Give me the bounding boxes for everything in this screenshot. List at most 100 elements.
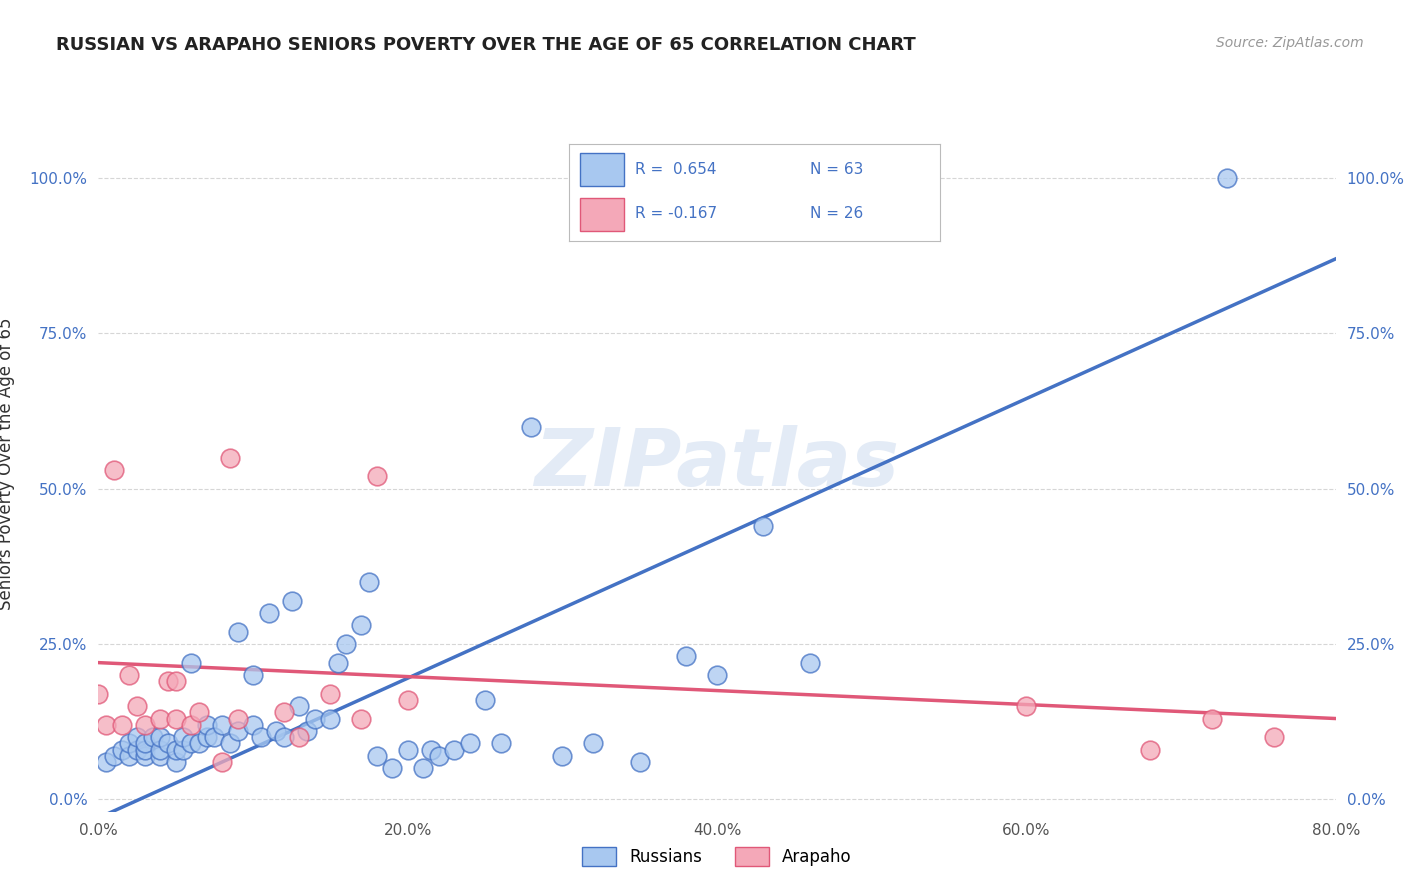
Point	[111, 742, 134, 756]
Point	[180, 717, 202, 731]
Point	[149, 712, 172, 726]
Point	[226, 624, 249, 639]
Point	[204, 730, 226, 744]
Point	[297, 723, 319, 738]
Point	[799, 656, 821, 670]
Point	[165, 712, 187, 726]
Point	[157, 736, 180, 750]
Point	[250, 730, 273, 744]
Point	[273, 730, 295, 744]
Point	[127, 699, 149, 714]
Point	[149, 730, 172, 744]
Point	[127, 742, 149, 756]
Point	[242, 668, 264, 682]
Point	[412, 761, 434, 775]
Point	[335, 637, 357, 651]
Point	[134, 748, 156, 763]
Text: R = -0.167: R = -0.167	[636, 206, 717, 221]
Point	[1216, 171, 1239, 186]
Point	[173, 730, 195, 744]
Point	[226, 723, 249, 738]
Point	[118, 668, 141, 682]
Point	[1015, 699, 1038, 714]
Point	[350, 712, 373, 726]
Point	[489, 736, 512, 750]
Text: ZIPatlas: ZIPatlas	[534, 425, 900, 503]
Point	[752, 519, 775, 533]
Point	[1263, 730, 1285, 744]
Point	[366, 469, 388, 483]
Point	[211, 755, 233, 769]
Text: R =  0.654: R = 0.654	[636, 161, 717, 177]
Point	[675, 649, 697, 664]
Legend: Russians, Arapaho: Russians, Arapaho	[576, 840, 858, 873]
Point	[103, 463, 125, 477]
Point	[419, 742, 441, 756]
Point	[226, 712, 249, 726]
Text: N = 26: N = 26	[810, 206, 863, 221]
Point	[118, 736, 141, 750]
Point	[149, 748, 172, 763]
Point	[319, 687, 342, 701]
Point	[288, 730, 311, 744]
Point	[96, 755, 118, 769]
Point	[165, 674, 187, 689]
Point	[350, 618, 373, 632]
Point	[180, 736, 202, 750]
Point	[127, 730, 149, 744]
Point	[628, 755, 651, 769]
Bar	[579, 198, 624, 231]
Point	[134, 736, 156, 750]
Point	[443, 742, 465, 756]
Point	[96, 717, 118, 731]
Point	[242, 717, 264, 731]
Point	[188, 706, 211, 720]
Point	[165, 742, 187, 756]
Point	[134, 717, 156, 731]
Point	[357, 574, 380, 589]
Point	[551, 748, 574, 763]
Point	[165, 755, 187, 769]
Point	[381, 761, 404, 775]
Point	[195, 717, 218, 731]
Point	[266, 723, 288, 738]
Text: RUSSIAN VS ARAPAHO SENIORS POVERTY OVER THE AGE OF 65 CORRELATION CHART: RUSSIAN VS ARAPAHO SENIORS POVERTY OVER …	[56, 36, 915, 54]
Point	[257, 606, 280, 620]
Point	[103, 748, 125, 763]
Point	[157, 674, 180, 689]
Point	[219, 736, 242, 750]
Point	[706, 668, 728, 682]
Point	[319, 712, 342, 726]
Point	[474, 693, 496, 707]
Point	[87, 687, 110, 701]
Point	[1139, 742, 1161, 756]
Point	[288, 699, 311, 714]
Point	[427, 748, 450, 763]
Point	[396, 693, 419, 707]
Point	[118, 748, 141, 763]
Y-axis label: Seniors Poverty Over the Age of 65: Seniors Poverty Over the Age of 65	[0, 318, 15, 610]
Point	[326, 656, 350, 670]
Point	[458, 736, 481, 750]
Bar	[579, 153, 624, 186]
Point	[195, 730, 218, 744]
Point	[134, 742, 156, 756]
Point	[273, 706, 295, 720]
Text: Source: ZipAtlas.com: Source: ZipAtlas.com	[1216, 36, 1364, 50]
Point	[142, 730, 165, 744]
Point	[582, 736, 605, 750]
Point	[1201, 712, 1223, 726]
Point	[188, 736, 211, 750]
Point	[281, 593, 304, 607]
Point	[219, 450, 242, 465]
Point	[304, 712, 326, 726]
Point	[211, 717, 233, 731]
Point	[111, 717, 134, 731]
Point	[366, 748, 388, 763]
Point	[396, 742, 419, 756]
Point	[149, 742, 172, 756]
Point	[180, 656, 202, 670]
Point	[520, 419, 543, 434]
Point	[173, 742, 195, 756]
Text: N = 63: N = 63	[810, 161, 863, 177]
